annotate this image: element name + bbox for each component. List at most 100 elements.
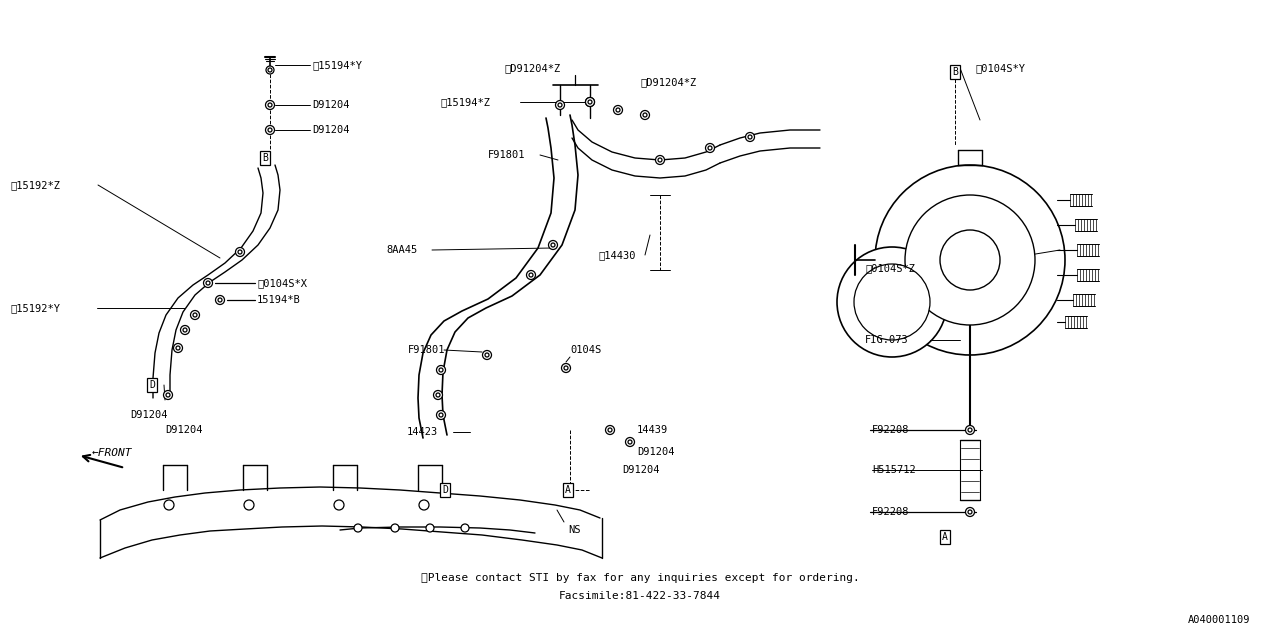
Circle shape [183,328,187,332]
Circle shape [655,156,664,164]
Circle shape [164,500,174,510]
Text: 14423: 14423 [407,427,438,437]
Text: D91204: D91204 [312,125,349,135]
Text: D: D [442,485,448,495]
Text: 0104S: 0104S [570,345,602,355]
Text: D91204: D91204 [637,447,675,457]
Circle shape [265,125,274,134]
Circle shape [268,68,273,72]
Text: ※15192*Y: ※15192*Y [10,303,60,313]
Text: FIG.073: FIG.073 [865,335,909,345]
Text: ※14430: ※14430 [598,250,635,260]
Circle shape [905,195,1036,325]
Circle shape [556,100,564,109]
Circle shape [191,310,200,319]
Circle shape [564,366,568,370]
Text: D91204: D91204 [622,465,659,475]
Circle shape [265,100,274,109]
Circle shape [876,165,1065,355]
Circle shape [837,247,947,357]
Circle shape [461,524,468,532]
Circle shape [940,230,1000,290]
Text: H515712: H515712 [872,465,915,475]
Text: D91204: D91204 [165,425,202,435]
Circle shape [268,103,273,107]
Circle shape [588,100,591,104]
Circle shape [419,500,429,510]
Text: F91801: F91801 [408,345,445,355]
Circle shape [558,103,562,107]
Circle shape [640,111,649,120]
Text: Facsimile:81-422-33-7844: Facsimile:81-422-33-7844 [559,591,721,601]
Circle shape [244,500,253,510]
Text: B: B [952,67,957,77]
Circle shape [436,365,445,374]
Circle shape [705,143,714,152]
Circle shape [628,440,632,444]
Circle shape [605,426,614,435]
Circle shape [193,313,197,317]
Circle shape [204,278,212,287]
Text: B: B [262,153,268,163]
Text: F92208: F92208 [872,425,910,435]
Circle shape [238,250,242,254]
Text: D: D [148,380,155,390]
Circle shape [616,108,620,112]
Circle shape [529,273,532,277]
Circle shape [483,351,492,360]
Circle shape [562,364,571,372]
Circle shape [854,264,931,340]
Text: ※15194*Z: ※15194*Z [440,97,490,107]
Circle shape [965,508,974,516]
Circle shape [166,393,170,397]
Circle shape [745,132,754,141]
Circle shape [436,410,445,419]
Circle shape [266,66,274,74]
Circle shape [439,368,443,372]
Circle shape [177,346,180,350]
Text: ※Please contact STI by fax for any inquiries except for ordering.: ※Please contact STI by fax for any inqui… [421,573,859,583]
Circle shape [215,296,224,305]
Circle shape [236,248,244,257]
Circle shape [526,271,535,280]
Circle shape [390,524,399,532]
Text: ※D91204*Z: ※D91204*Z [504,63,561,73]
Text: NS: NS [568,525,581,535]
Circle shape [549,241,558,250]
Circle shape [968,510,972,514]
Text: D91204: D91204 [131,410,168,420]
Circle shape [206,281,210,285]
Text: ※0104S*X: ※0104S*X [257,278,307,288]
Text: D91204: D91204 [312,100,349,110]
Circle shape [658,158,662,162]
Circle shape [426,524,434,532]
Circle shape [174,344,183,353]
Circle shape [439,413,443,417]
Text: ※15194*Y: ※15194*Y [312,60,362,70]
Text: 8AA45: 8AA45 [387,245,417,255]
Text: F92208: F92208 [872,507,910,517]
Text: ※0104S*Z: ※0104S*Z [865,263,915,273]
Text: 14439: 14439 [637,425,668,435]
Circle shape [968,428,972,432]
Circle shape [436,393,440,397]
Circle shape [180,326,189,335]
Circle shape [643,113,646,117]
Circle shape [588,100,591,104]
Circle shape [334,500,344,510]
Circle shape [164,390,173,399]
Circle shape [608,428,612,432]
Circle shape [965,426,974,435]
Circle shape [218,298,221,302]
Text: A: A [564,485,571,495]
Circle shape [485,353,489,357]
Text: A040001109: A040001109 [1188,615,1251,625]
Text: ※15192*Z: ※15192*Z [10,180,60,190]
Circle shape [626,438,635,447]
Circle shape [585,97,594,106]
Circle shape [355,524,362,532]
Text: ←FRONT: ←FRONT [92,448,132,458]
Text: A: A [942,532,948,542]
Text: ※0104S*Y: ※0104S*Y [975,63,1025,73]
Circle shape [268,128,273,132]
